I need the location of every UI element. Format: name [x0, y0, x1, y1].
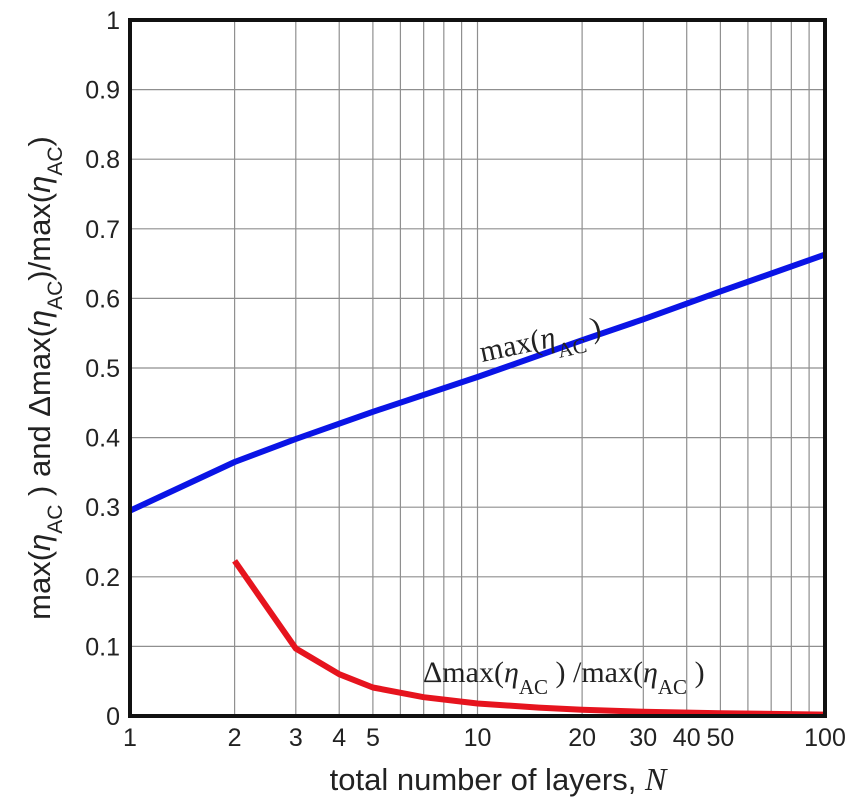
x-tick-label: 40	[673, 724, 701, 752]
label-text: ) and Δmax(	[22, 326, 57, 504]
y-tick-label: 0.7	[85, 216, 120, 244]
label-text: max(	[477, 324, 544, 369]
subscript: AC	[44, 146, 67, 175]
subscript: AC	[44, 281, 67, 310]
eta-symbol: η	[22, 176, 57, 193]
x-tick-label: 4	[332, 724, 346, 752]
x-tick-label: 30	[629, 724, 657, 752]
eta-symbol: η	[504, 656, 519, 689]
y-tick-label: 0	[106, 703, 120, 731]
x-tick-label: 5	[366, 724, 380, 752]
subscript: AC	[44, 505, 67, 534]
x-axis-title-var: N	[644, 761, 668, 797]
y-tick-label: 0.8	[85, 146, 120, 174]
eta-symbol: η	[22, 310, 57, 327]
series-line-1	[128, 251, 826, 514]
y-tick-label: 0.4	[85, 425, 120, 453]
eta-symbol: η	[22, 534, 57, 551]
eta-symbol: η	[643, 656, 658, 689]
y-tick-label: 1	[106, 7, 120, 35]
x-tick-label: 20	[568, 724, 596, 752]
y-tick-label: 0.3	[85, 494, 120, 522]
subscript: AC	[555, 333, 589, 363]
x-tick-label: 10	[464, 724, 492, 752]
label-text: )	[580, 311, 604, 347]
plot-frame	[128, 18, 827, 718]
y-tick-label: 0.5	[85, 355, 120, 383]
tick-labels: 1 2 3 4 5 10 20 30 40 50 100 0 0.1 0.2 0.3 0.4 0.5 0.6 0.7…	[85, 7, 846, 752]
series-label-delta-ratio: Δmax(ηAC ) /max(ηAC )	[423, 656, 705, 699]
x-axis-title-text: total number of layers,	[330, 762, 645, 797]
eta-symbol: η	[537, 321, 558, 356]
x-tick-label: 1	[123, 724, 137, 752]
subscript: AC	[519, 675, 548, 699]
y-tick-label: 0.6	[85, 285, 120, 313]
y-tick-label: 0.2	[85, 564, 120, 592]
x-tick-label: 100	[804, 724, 846, 752]
x-tick-label: 50	[706, 724, 734, 752]
x-tick-label: 2	[228, 724, 242, 752]
label-text: )	[687, 656, 705, 689]
x-tick-label: 3	[289, 724, 303, 752]
label-text: )	[22, 136, 57, 146]
series-line-2	[232, 559, 826, 718]
series-layer	[128, 251, 826, 718]
y-tick-label: 0.1	[85, 633, 120, 661]
y-tick-label: 0.9	[85, 77, 120, 105]
x-axis-title: total number of layers, N	[330, 761, 668, 797]
label-text: ) /max(	[548, 656, 643, 689]
label-text: max(	[22, 550, 57, 620]
y-axis-title: max(ηAC ) and Δmax(ηAC)/max(ηAC)	[22, 136, 67, 620]
grid	[130, 20, 825, 716]
label-text: Δmax(	[423, 656, 504, 689]
subscript: AC	[658, 675, 687, 699]
label-text: )/max(	[22, 192, 57, 281]
